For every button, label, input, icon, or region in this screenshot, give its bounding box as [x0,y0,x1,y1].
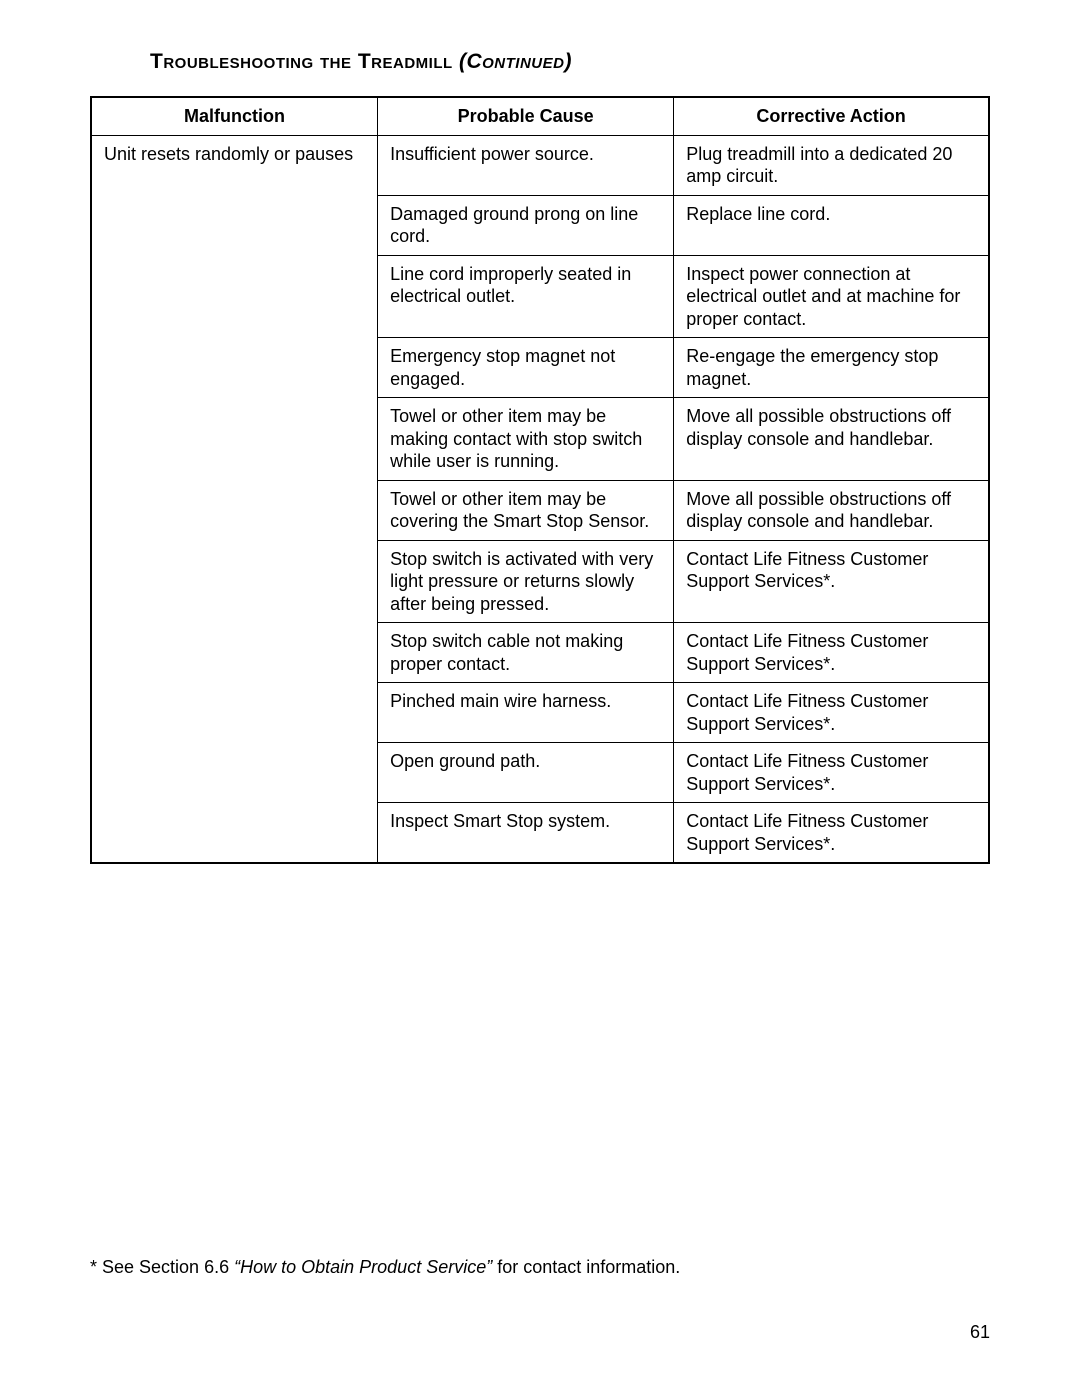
troubleshooting-table: Malfunction Probable Cause Corrective Ac… [90,96,990,864]
action-cell: Contact Life Fitness Customer Support Se… [674,540,989,623]
header-malfunction: Malfunction [91,97,378,135]
malfunction-cell-empty [91,398,378,481]
table-row: Towel or other item may be covering the … [91,480,989,540]
cause-cell: Stop switch cable not making proper cont… [378,623,674,683]
cause-cell: Line cord improperly seated in electrica… [378,255,674,338]
action-cell: Re-engage the emergency stop magnet. [674,338,989,398]
malfunction-cell: Unit resets randomly or pauses [91,135,378,195]
action-cell: Contact Life Fitness Customer Support Se… [674,683,989,743]
cause-cell: Pinched main wire harness. [378,683,674,743]
footnote: * See Section 6.6 “How to Obtain Product… [90,1257,680,1278]
action-cell: Inspect power connection at electrical o… [674,255,989,338]
cause-cell: Stop switch is activated with very light… [378,540,674,623]
action-cell: Contact Life Fitness Customer Support Se… [674,623,989,683]
table-row: Unit resets randomly or pauses Insuffici… [91,135,989,195]
malfunction-cell-empty [91,338,378,398]
cause-cell: Inspect Smart Stop system. [378,803,674,864]
table-header-row: Malfunction Probable Cause Corrective Ac… [91,97,989,135]
page-title: Troubleshooting the Treadmill (Continued… [150,50,990,74]
malfunction-cell-empty [91,540,378,623]
action-cell: Plug treadmill into a dedicated 20 amp c… [674,135,989,195]
header-cause: Probable Cause [378,97,674,135]
title-continued: (Continued) [459,50,572,73]
table-row: Damaged ground prong on line cord. Repla… [91,195,989,255]
footnote-suffix: for contact information. [492,1257,680,1277]
cause-cell: Towel or other item may be covering the … [378,480,674,540]
page-number: 61 [970,1322,990,1343]
cause-cell: Towel or other item may be making contac… [378,398,674,481]
table-row: Pinched main wire harness. Contact Life … [91,683,989,743]
footnote-prefix: * See Section 6.6 [90,1257,234,1277]
footnote-italic: “How to Obtain Product Service” [234,1257,492,1277]
cause-cell: Emergency stop magnet not engaged. [378,338,674,398]
malfunction-cell-empty [91,255,378,338]
cause-cell: Open ground path. [378,743,674,803]
action-cell: Move all possible obstructions off displ… [674,480,989,540]
malfunction-cell-empty [91,803,378,864]
table-row: Inspect Smart Stop system. Contact Life … [91,803,989,864]
malfunction-cell-empty [91,623,378,683]
table-row: Open ground path. Contact Life Fitness C… [91,743,989,803]
malfunction-cell-empty [91,683,378,743]
malfunction-cell-empty [91,743,378,803]
cause-cell: Damaged ground prong on line cord. [378,195,674,255]
cause-cell: Insufficient power source. [378,135,674,195]
table-row: Emergency stop magnet not engaged. Re-en… [91,338,989,398]
table-row: Line cord improperly seated in electrica… [91,255,989,338]
title-main: Troubleshooting the Treadmill [150,50,459,73]
action-cell: Contact Life Fitness Customer Support Se… [674,743,989,803]
table-row: Towel or other item may be making contac… [91,398,989,481]
table-row: Stop switch cable not making proper cont… [91,623,989,683]
action-cell: Replace line cord. [674,195,989,255]
malfunction-cell-empty [91,480,378,540]
action-cell: Contact Life Fitness Customer Support Se… [674,803,989,864]
table-row: Stop switch is activated with very light… [91,540,989,623]
malfunction-cell-empty [91,195,378,255]
header-action: Corrective Action [674,97,989,135]
action-cell: Move all possible obstructions off displ… [674,398,989,481]
